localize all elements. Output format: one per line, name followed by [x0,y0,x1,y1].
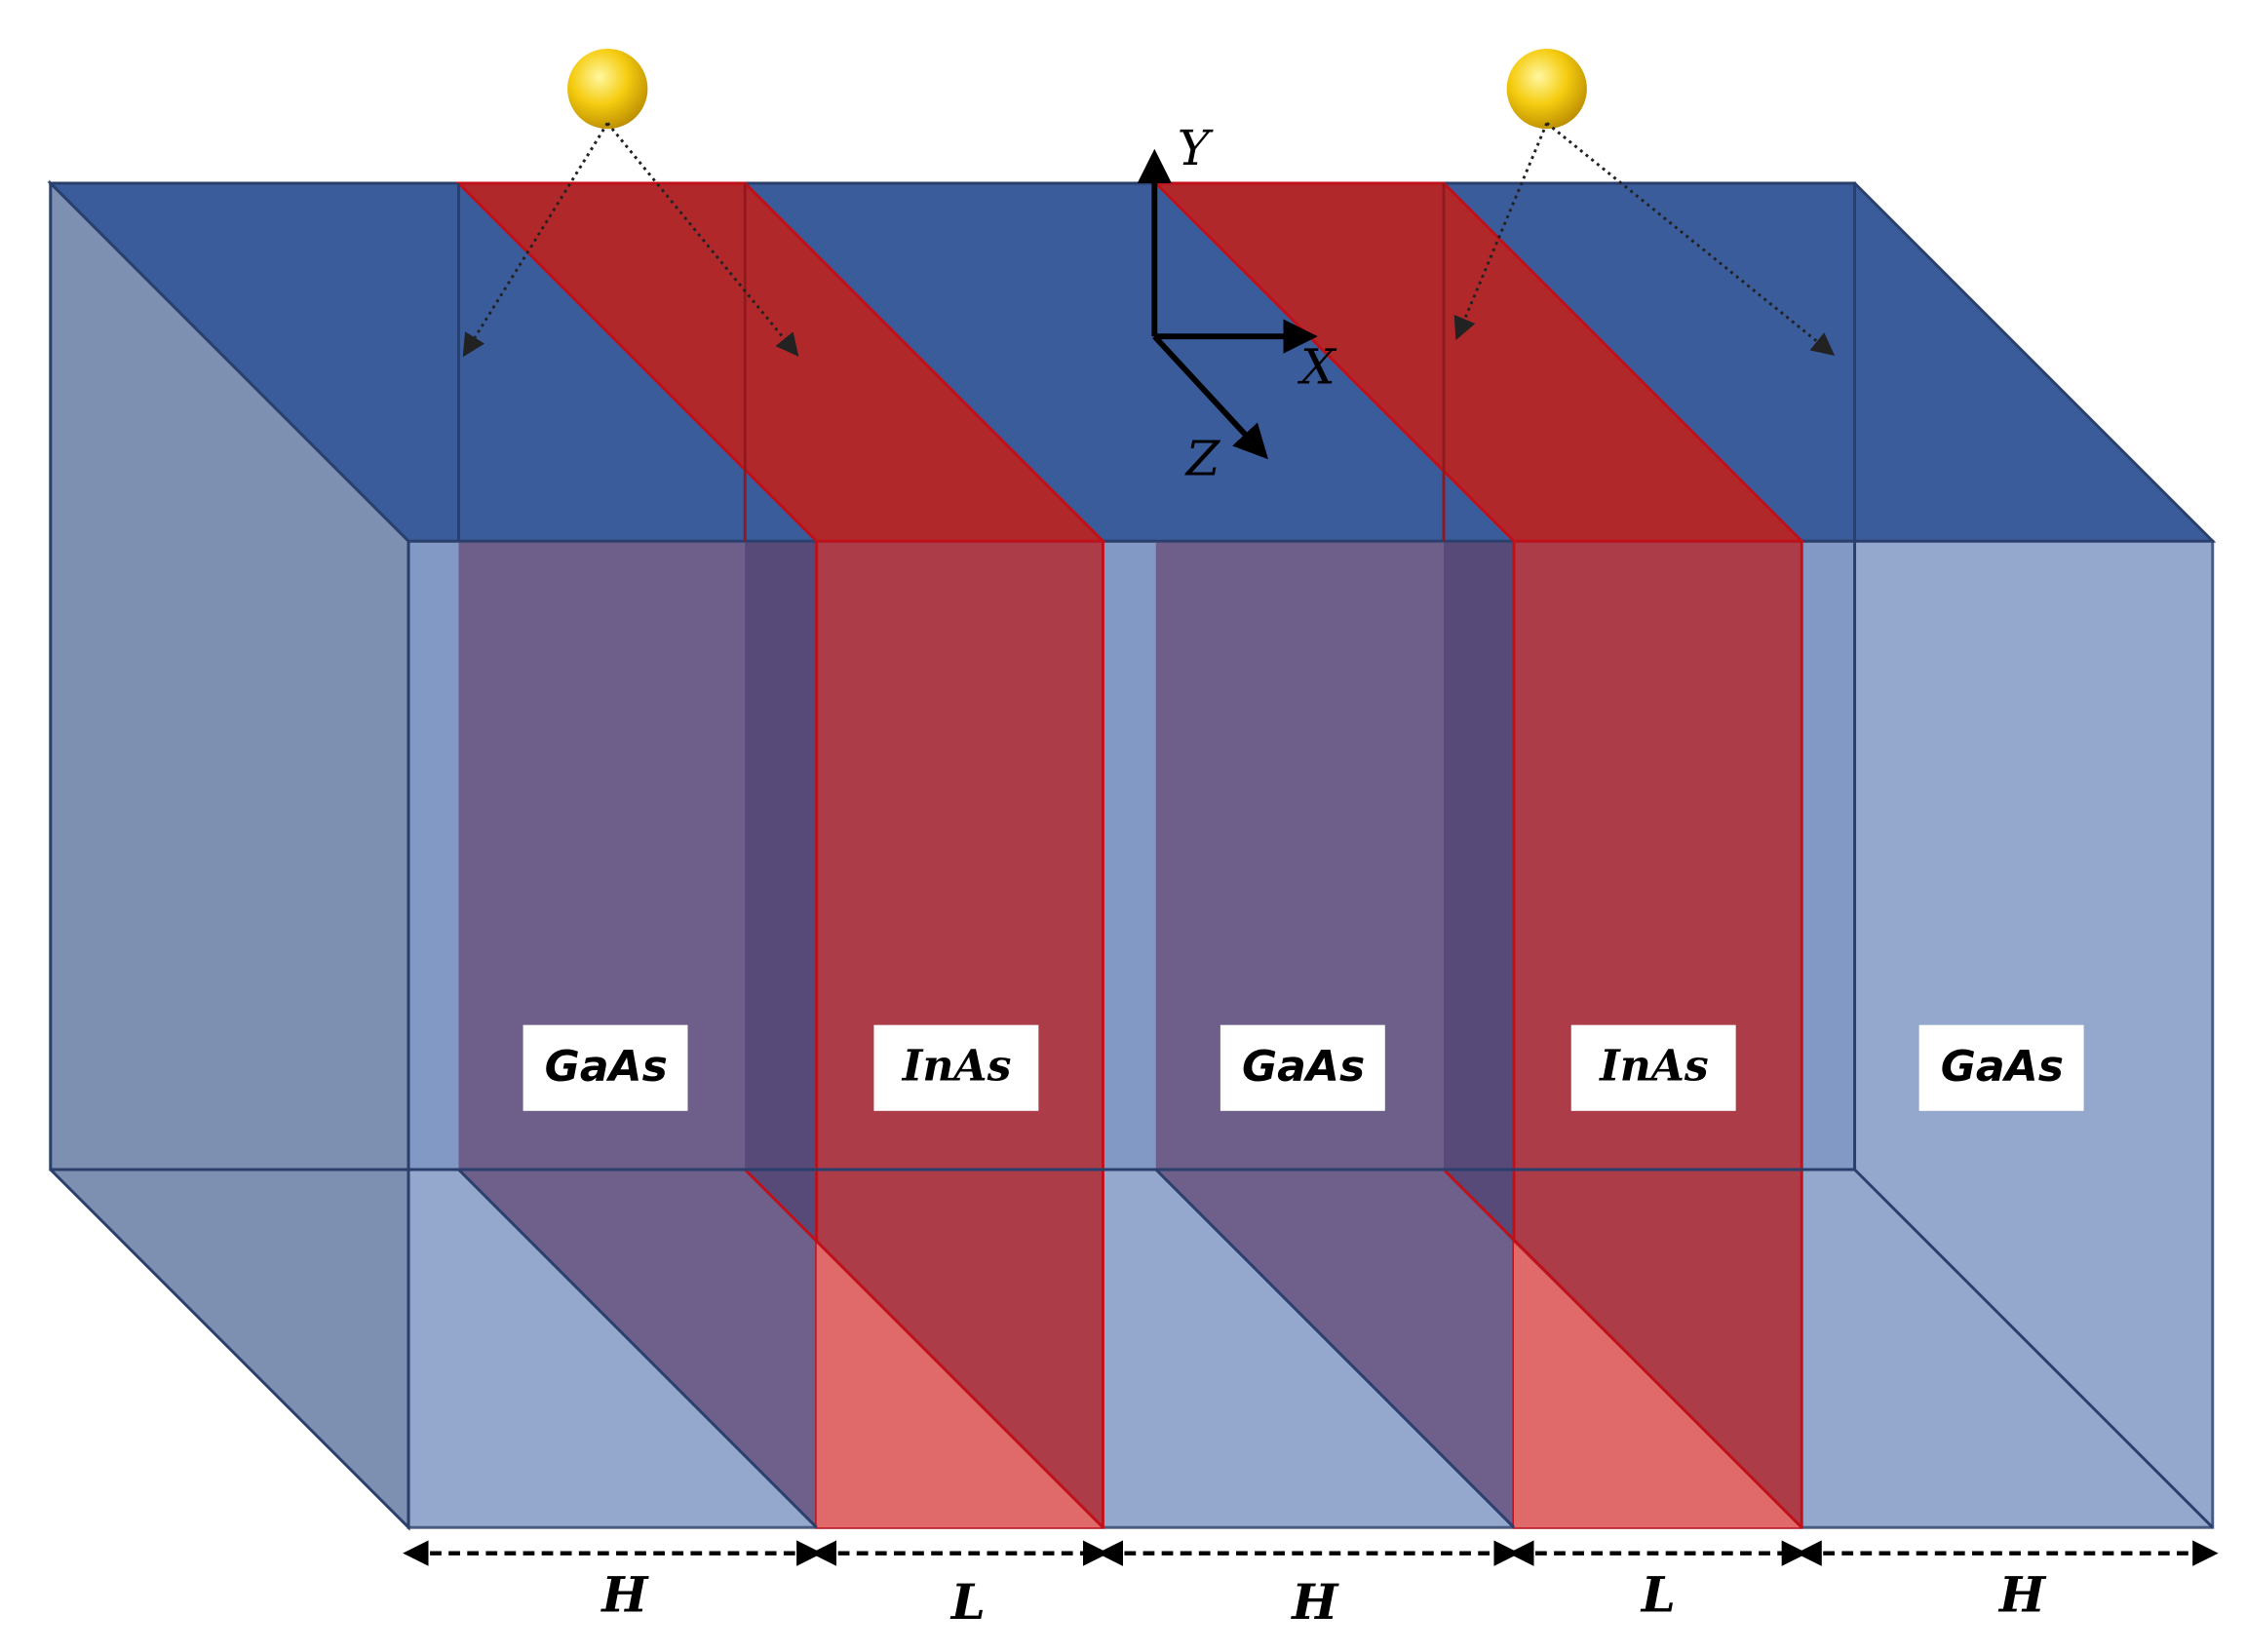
gaas-layer [1444,541,1514,1243]
rays [462,122,1836,358]
layer-label: GaAs [1242,1042,1365,1092]
x-label: X [1297,339,1337,396]
inas-top [454,181,1106,543]
z-axis [1152,334,1268,460]
ray [462,122,609,358]
edge [744,1168,1104,1529]
layer-label: InAs [1598,1042,1709,1092]
dimension-label: H [1290,1573,1339,1631]
layer-label: GaAs [545,1042,668,1092]
layer-labels: GaAs InAs GaAs InAs GaAs [523,1024,2084,1111]
label-box [873,1024,1039,1111]
label-box [1918,1024,2084,1111]
dimension-label: L [1640,1566,1676,1624]
layer-label: InAs [901,1042,1012,1092]
particle [567,48,648,130]
edge [457,1168,818,1529]
edge [1154,1168,1516,1529]
z-label: Z [1184,431,1221,487]
label-box [523,1024,688,1111]
edge [1853,1168,2214,1529]
particle [1506,48,1587,130]
layer-label: GaAs [1941,1042,2064,1092]
dimension-label: L [949,1573,986,1631]
y-label: Y [1178,120,1214,176]
ray [1453,122,1549,341]
top-face [47,181,2217,543]
edge [1442,1168,1803,1529]
label-box [1570,1024,1736,1111]
dimension-label: H [600,1566,649,1624]
label-box [1220,1024,1385,1111]
axes [1137,148,1318,460]
gaas-layer [745,541,817,1243]
dimension-label: H [1997,1566,2047,1624]
inas-top [1152,181,1805,543]
